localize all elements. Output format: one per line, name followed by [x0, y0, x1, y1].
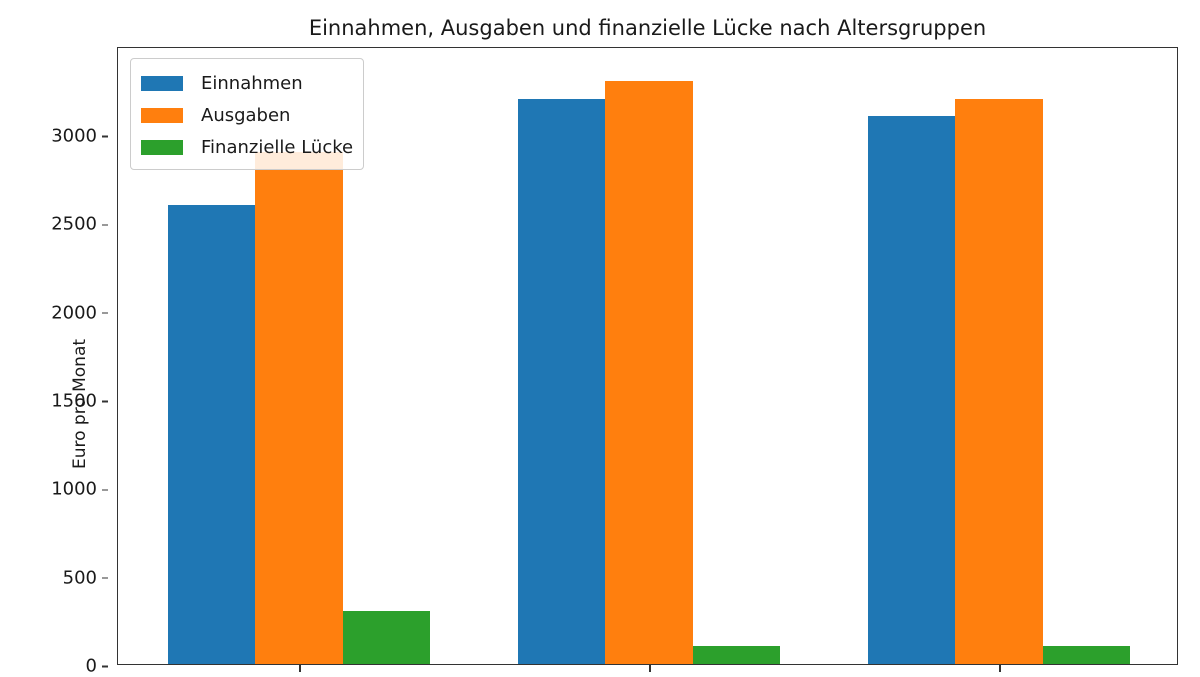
legend-item: Einnahmen [141, 67, 353, 99]
y-tick-label: 3000 [51, 126, 108, 147]
bar-ausgaben [955, 98, 1043, 664]
x-tick [299, 665, 301, 672]
legend-swatch [141, 75, 183, 91]
x-tick [999, 665, 1001, 672]
bar-ausgaben [605, 81, 693, 664]
bar-ausgaben [255, 151, 343, 664]
y-tick-label: 1000 [51, 479, 108, 500]
x-tick [649, 665, 651, 672]
legend-item: Finanzielle Lücke [141, 131, 353, 163]
plot-area: Euro pro Monat 0 500 1000 1500 2000 2500 3000 E… [51, 47, 1178, 677]
legend-label: Einnahmen [201, 72, 303, 94]
bar-finanzielle-lücke [342, 611, 431, 664]
y-tick-label: 500 [63, 567, 108, 588]
legend-swatch [141, 107, 183, 123]
chart-title: Einnahmen, Ausgaben und finanzielle Lück… [308, 16, 987, 40]
bar-einnahmen [517, 98, 606, 664]
legend-label: Finanzielle Lücke [201, 136, 354, 158]
bar-einnahmen [167, 204, 256, 664]
bar-finanzielle-lücke [1042, 646, 1131, 664]
y-tick-label: 1500 [51, 391, 108, 412]
legend-item: Ausgaben [141, 99, 353, 131]
y-tick-label: 2000 [51, 302, 108, 323]
legend-label: Ausgaben [201, 104, 291, 126]
y-tick-label: 0 [86, 656, 108, 677]
legend: Einnahmen Ausgaben Finanzielle Lücke [130, 58, 365, 170]
y-tick-label: 2500 [51, 214, 108, 235]
legend-swatch [141, 139, 183, 155]
bar-finanzielle-lücke [692, 646, 781, 664]
bar-einnahmen [867, 116, 956, 664]
